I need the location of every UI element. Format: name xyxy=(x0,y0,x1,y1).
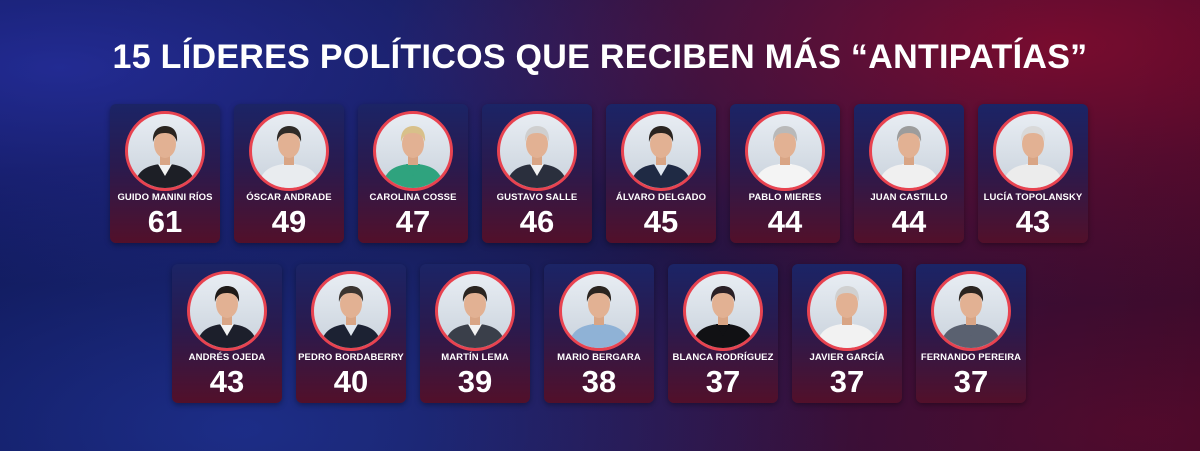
leaders-row-top: GUIDO MANINI RÍOS 61 ÓSCAR ANDRADE 49 CAROLI… xyxy=(110,104,1088,243)
leader-photo xyxy=(187,271,267,351)
leader-photo xyxy=(807,271,887,351)
leader-value: 43 xyxy=(1015,204,1051,239)
portrait-icon xyxy=(630,126,692,188)
portrait-icon xyxy=(878,126,940,188)
leader-value: 61 xyxy=(147,204,183,239)
leader-card: LUCÍA TOPOLANSKY 43 xyxy=(978,104,1088,243)
leader-photo xyxy=(931,271,1011,351)
leader-value: 40 xyxy=(333,364,369,399)
leader-value: 45 xyxy=(643,204,679,239)
leader-name: PEDRO BORDABERRY xyxy=(298,352,404,363)
leader-photo xyxy=(869,111,949,191)
leader-name: PABLO MIERES xyxy=(748,192,822,203)
portrait-icon xyxy=(506,126,568,188)
leader-card: GUIDO MANINI RÍOS 61 xyxy=(110,104,220,243)
leader-value: 44 xyxy=(767,204,803,239)
portrait-icon xyxy=(196,286,258,348)
leader-card: ÁLVARO DELGADO 45 xyxy=(606,104,716,243)
leader-card: PEDRO BORDABERRY 40 xyxy=(296,264,406,403)
leader-name: FERNANDO PEREIRA xyxy=(920,352,1022,363)
leader-photo xyxy=(745,111,825,191)
leader-name: JUAN CASTILLO xyxy=(870,192,948,203)
leader-card: PABLO MIERES 44 xyxy=(730,104,840,243)
leader-photo xyxy=(497,111,577,191)
leader-value: 43 xyxy=(209,364,245,399)
portrait-icon xyxy=(692,286,754,348)
leader-card: FERNANDO PEREIRA 37 xyxy=(916,264,1026,403)
leader-name: GUIDO MANINI RÍOS xyxy=(117,192,213,203)
leader-card: MARIO BERGARA 38 xyxy=(544,264,654,403)
leader-photo xyxy=(249,111,329,191)
leader-name: JAVIER GARCÍA xyxy=(809,352,885,363)
portrait-icon xyxy=(1002,126,1064,188)
leader-value: 37 xyxy=(705,364,741,399)
leader-photo xyxy=(125,111,205,191)
leaders-row-bottom: ANDRÉS OJEDA 43 PEDRO BORDABERRY 40 MARTÍN L… xyxy=(172,264,1026,403)
leader-card: ANDRÉS OJEDA 43 xyxy=(172,264,282,403)
portrait-icon xyxy=(754,126,816,188)
portrait-icon xyxy=(258,126,320,188)
leader-name: BLANCA RODRÍGUEZ xyxy=(672,352,774,363)
leader-card: JUAN CASTILLO 44 xyxy=(854,104,964,243)
leader-name: ANDRÉS OJEDA xyxy=(188,352,266,363)
portrait-icon xyxy=(134,126,196,188)
leader-card: CAROLINA COSSE 47 xyxy=(358,104,468,243)
leader-photo xyxy=(435,271,515,351)
leader-value: 47 xyxy=(395,204,431,239)
portrait-icon xyxy=(444,286,506,348)
leader-photo xyxy=(993,111,1073,191)
portrait-icon xyxy=(816,286,878,348)
leader-value: 44 xyxy=(891,204,927,239)
leader-value: 37 xyxy=(829,364,865,399)
leader-name: ÁLVARO DELGADO xyxy=(615,192,707,203)
leader-name: ÓSCAR ANDRADE xyxy=(246,192,332,203)
portrait-icon xyxy=(382,126,444,188)
leader-photo xyxy=(559,271,639,351)
leader-card: BLANCA RODRÍGUEZ 37 xyxy=(668,264,778,403)
leader-photo xyxy=(311,271,391,351)
leader-photo xyxy=(683,271,763,351)
leader-photo xyxy=(621,111,701,191)
leader-card: MARTÍN LEMA 39 xyxy=(420,264,530,403)
leader-name: GUSTAVO SALLE xyxy=(496,192,578,203)
leader-value: 46 xyxy=(519,204,555,239)
leader-name: CAROLINA COSSE xyxy=(369,192,457,203)
leader-photo xyxy=(373,111,453,191)
leader-card: ÓSCAR ANDRADE 49 xyxy=(234,104,344,243)
leader-name: LUCÍA TOPOLANSKY xyxy=(983,192,1083,203)
page-title: 15 LÍDERES POLÍTICOS QUE RECIBEN MÁS “AN… xyxy=(112,38,1088,76)
leader-name: MARTÍN LEMA xyxy=(441,352,509,363)
portrait-icon xyxy=(320,286,382,348)
leader-name: MARIO BERGARA xyxy=(557,352,641,363)
portrait-icon xyxy=(940,286,1002,348)
leader-value: 37 xyxy=(953,364,989,399)
leader-card: JAVIER GARCÍA 37 xyxy=(792,264,902,403)
leader-card: GUSTAVO SALLE 46 xyxy=(482,104,592,243)
portrait-icon xyxy=(568,286,630,348)
leader-value: 38 xyxy=(581,364,617,399)
leader-value: 49 xyxy=(271,204,307,239)
leader-value: 39 xyxy=(457,364,493,399)
